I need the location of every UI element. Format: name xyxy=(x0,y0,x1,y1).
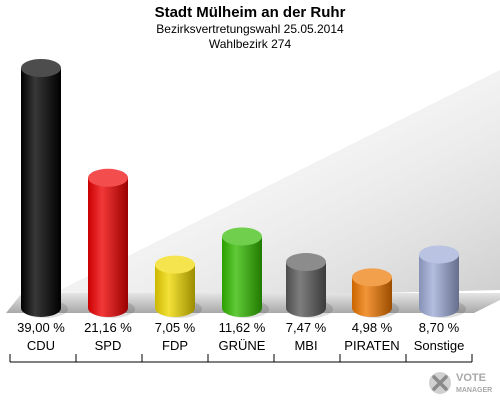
bar-fdp xyxy=(155,255,202,318)
logo-text-vote: VOTE xyxy=(456,372,486,384)
chart-subtitle-2: Wahlbezirk 274 xyxy=(208,37,292,51)
logo-text-manager: MANAGER xyxy=(456,387,492,394)
category-label: SPD xyxy=(95,338,122,353)
chart-title: Stadt Mülheim an der Ruhr xyxy=(154,4,346,21)
vote-manager-logo: VOTE MANAGER xyxy=(429,372,492,394)
category-label: PIRATEN xyxy=(344,338,399,353)
category-label: Sonstige xyxy=(414,338,465,353)
title-block: Stadt Mülheim an der Ruhr Bezirksvertret… xyxy=(0,0,500,52)
logo-x-icon xyxy=(429,372,451,394)
category-label: CDU xyxy=(27,338,55,353)
value-label: 7,05 % xyxy=(155,320,196,335)
value-label: 21,16 % xyxy=(84,320,132,335)
value-label: 4,98 % xyxy=(352,320,393,335)
category-label: GRÜNE xyxy=(219,338,266,353)
category-label: MBI xyxy=(294,338,317,353)
bar-sonstige xyxy=(419,245,466,318)
value-label: 8,70 % xyxy=(419,320,460,335)
value-label: 11,62 % xyxy=(219,320,266,335)
bar-spd xyxy=(88,168,135,318)
value-label: 39,00 % xyxy=(17,320,65,335)
chart-subtitle: Bezirksvertretungswahl 25.05.2014 xyxy=(156,22,344,36)
bar-piraten xyxy=(352,268,399,318)
category-label: FDP xyxy=(162,338,188,353)
bar-cdu xyxy=(21,59,68,318)
bar-mbi xyxy=(286,253,333,318)
value-label: 7,47 % xyxy=(286,320,327,335)
bar-gr-ne xyxy=(222,227,269,318)
chart-backdrop xyxy=(40,70,500,300)
